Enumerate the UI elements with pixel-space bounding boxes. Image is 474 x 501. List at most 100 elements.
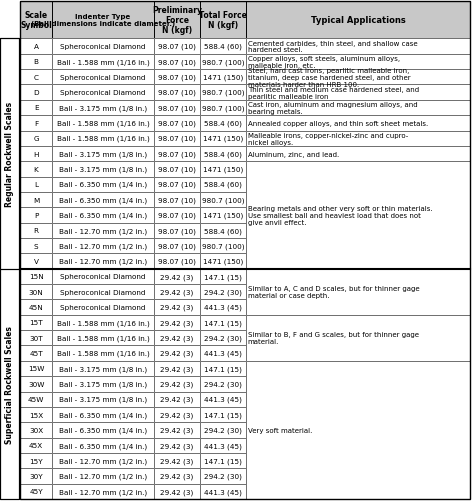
Text: Similar to A, C and D scales, but for thinner gage
material or case depth.: Similar to A, C and D scales, but for th… [248, 286, 419, 299]
Bar [20, 70, 52, 85]
Text: 29.42 (3): 29.42 (3) [160, 473, 193, 479]
Text: 45Y: 45Y [29, 488, 43, 494]
Text: 147.1 (15): 147.1 (15) [204, 411, 242, 418]
Text: 30T: 30T [29, 335, 43, 341]
Bar [52, 39, 154, 55]
Text: 147.1 (15): 147.1 (15) [204, 366, 242, 372]
Bar [20, 315, 52, 331]
Text: D: D [33, 90, 39, 96]
Bar [52, 453, 154, 468]
Bar [20, 223, 52, 238]
Bar [20, 254, 52, 269]
Text: 29.42 (3): 29.42 (3) [160, 350, 193, 357]
Bar [52, 422, 154, 438]
Bar [154, 468, 200, 483]
Text: 45W: 45W [28, 396, 44, 402]
Text: 30Y: 30Y [29, 473, 43, 479]
Bar [246, 361, 470, 499]
Bar [52, 346, 154, 361]
Text: 30X: 30X [29, 427, 43, 433]
Bar [200, 285, 246, 300]
Text: 588.4 (60): 588.4 (60) [204, 44, 242, 50]
Bar [154, 70, 200, 85]
Bar [20, 346, 52, 361]
Bar [200, 468, 246, 483]
Bar [154, 116, 200, 131]
Text: 45X: 45X [29, 442, 43, 448]
Text: Ball - 6.350 mm (1/4 in.): Ball - 6.350 mm (1/4 in.) [59, 212, 147, 219]
Bar [52, 483, 154, 499]
Text: C: C [34, 75, 38, 81]
Bar [246, 55, 470, 70]
Bar [154, 208, 200, 223]
Bar [200, 438, 246, 453]
Bar [52, 177, 154, 192]
Text: 294.2 (30): 294.2 (30) [204, 473, 242, 479]
Bar [52, 392, 154, 407]
Text: 15N: 15N [29, 274, 44, 280]
Bar [52, 147, 154, 162]
Bar [20, 55, 52, 70]
Bar [154, 483, 200, 499]
Bar [52, 438, 154, 453]
Bar [154, 238, 200, 254]
Bar [52, 331, 154, 346]
Bar [52, 361, 154, 376]
Text: Ball - 6.350 mm (1/4 in.): Ball - 6.350 mm (1/4 in.) [59, 411, 147, 418]
Text: Ball - 1.588 mm (1/16 in.): Ball - 1.588 mm (1/16 in.) [56, 335, 149, 341]
Bar [52, 468, 154, 483]
Bar [20, 438, 52, 453]
Text: 1471 (150): 1471 (150) [203, 166, 243, 173]
Bar [52, 376, 154, 392]
Bar [154, 453, 200, 468]
Bar [154, 177, 200, 192]
Bar [52, 208, 154, 223]
Bar [20, 269, 52, 285]
Bar [52, 438, 154, 453]
Bar [52, 285, 154, 300]
Bar [154, 39, 200, 55]
Bar [52, 70, 154, 85]
Bar [246, 55, 470, 70]
Bar [200, 116, 246, 131]
Bar [154, 407, 200, 422]
Bar [246, 116, 470, 131]
Bar [0, 39, 19, 269]
Text: Ball - 6.350 mm (1/4 in.): Ball - 6.350 mm (1/4 in.) [59, 197, 147, 203]
Bar [200, 438, 246, 453]
Bar [200, 285, 246, 300]
Bar [52, 162, 154, 177]
Bar [200, 315, 246, 331]
Bar [52, 269, 154, 285]
Bar [52, 361, 154, 376]
Bar [154, 39, 200, 55]
Bar [20, 192, 52, 208]
Bar [20, 55, 52, 70]
Bar [200, 346, 246, 361]
Bar [154, 223, 200, 238]
Bar [200, 392, 246, 407]
Bar [200, 131, 246, 147]
Text: Very soft material.: Very soft material. [248, 427, 312, 433]
Text: V: V [34, 259, 38, 265]
Text: Annealed copper alloys, and thin soft sheet metals.: Annealed copper alloys, and thin soft sh… [248, 121, 428, 127]
Bar [52, 177, 154, 192]
Bar [246, 2, 470, 39]
Text: 980.7 (100): 980.7 (100) [202, 197, 245, 203]
Bar [52, 116, 154, 131]
Bar [246, 116, 470, 131]
Bar [200, 331, 246, 346]
Text: Bearing metals and other very soft or thin materials.
Use smallest ball and heav: Bearing metals and other very soft or th… [248, 206, 432, 225]
Text: Ball - 1.588 mm (1/16 in.): Ball - 1.588 mm (1/16 in.) [56, 320, 149, 326]
Bar [246, 269, 470, 315]
Bar [154, 70, 200, 85]
Text: 29.42 (3): 29.42 (3) [160, 381, 193, 387]
Bar [52, 85, 154, 101]
Bar [200, 468, 246, 483]
Bar [20, 300, 52, 315]
Bar [246, 2, 470, 39]
Bar [154, 55, 200, 70]
Bar [246, 315, 470, 361]
Bar [20, 70, 52, 85]
Text: 98.07 (10): 98.07 (10) [158, 59, 196, 66]
